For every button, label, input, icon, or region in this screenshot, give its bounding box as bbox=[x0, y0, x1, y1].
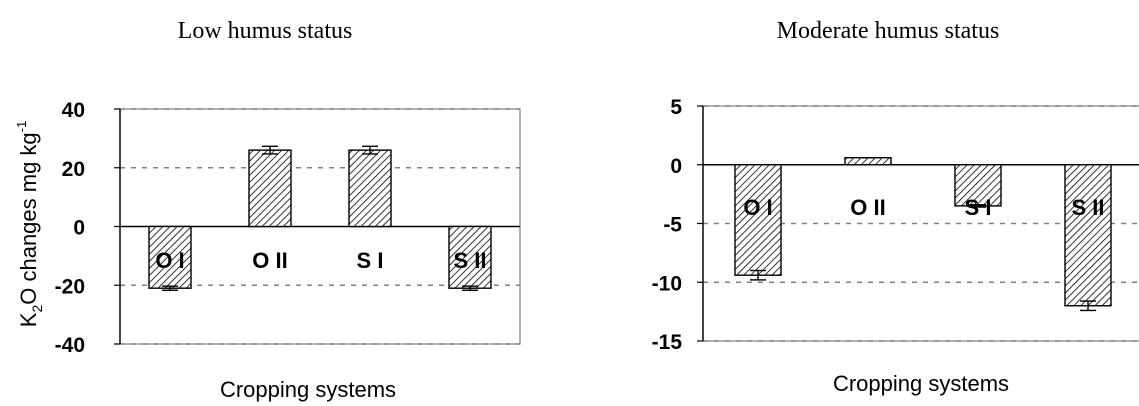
y-tick-labels: 5 0 -5 -10 -15 bbox=[652, 96, 683, 354]
y-label-main: O changes mg kg bbox=[16, 132, 41, 304]
chart-low-humus: Low humus status 40 20 0 -20 -40 O I O II S I S… bbox=[14, 18, 521, 402]
bar bbox=[734, 164, 782, 276]
category-label: S II bbox=[453, 248, 486, 273]
bar bbox=[448, 225, 492, 289]
y-tick-label: 0 bbox=[73, 217, 85, 240]
bar bbox=[1064, 164, 1112, 307]
y-tick-label: -40 bbox=[55, 334, 85, 357]
y-tick-label: -5 bbox=[663, 214, 682, 237]
bar bbox=[844, 156, 892, 166]
y-label-k: K bbox=[16, 312, 41, 327]
bar bbox=[954, 164, 1002, 207]
category-label: O I bbox=[743, 195, 772, 220]
category-label: O I bbox=[155, 248, 184, 273]
y-tick-label: 0 bbox=[670, 155, 682, 178]
bar bbox=[348, 149, 392, 228]
y-tick-label: -20 bbox=[55, 275, 85, 298]
y-tick-label: 20 bbox=[62, 158, 85, 181]
x-axis-label: Cropping systems bbox=[220, 377, 396, 402]
bars bbox=[734, 156, 1112, 312]
category-label: S I bbox=[965, 195, 992, 220]
category-label: S II bbox=[1071, 195, 1104, 220]
y-label-sub: 2 bbox=[29, 305, 45, 313]
y-label-sup: -1 bbox=[14, 121, 29, 133]
y-tick-label: 40 bbox=[62, 99, 85, 122]
chart-title: Moderate humus status bbox=[777, 18, 1000, 44]
y-tick-label: -15 bbox=[652, 331, 683, 354]
chart-moderate-humus: Moderate humus status 5 0 -5 -10 -15 O I O II… bbox=[652, 18, 1139, 396]
category-labels: O I O II S I S II bbox=[743, 195, 1104, 220]
y-tick-labels: 40 20 0 -20 -40 bbox=[55, 99, 85, 357]
bars bbox=[148, 145, 492, 291]
category-label: O II bbox=[850, 195, 885, 220]
bar bbox=[248, 149, 292, 228]
y-tick-label: 5 bbox=[670, 96, 682, 119]
category-labels: O I O II S I S II bbox=[155, 248, 486, 273]
chart-title: Low humus status bbox=[178, 18, 353, 44]
y-axis-label: K2O changes mg kg-1 bbox=[14, 121, 45, 327]
y-tick-label: -10 bbox=[652, 272, 682, 295]
x-axis-label: Cropping systems bbox=[833, 371, 1009, 396]
category-label: S I bbox=[357, 248, 384, 273]
category-label: O II bbox=[252, 248, 287, 273]
